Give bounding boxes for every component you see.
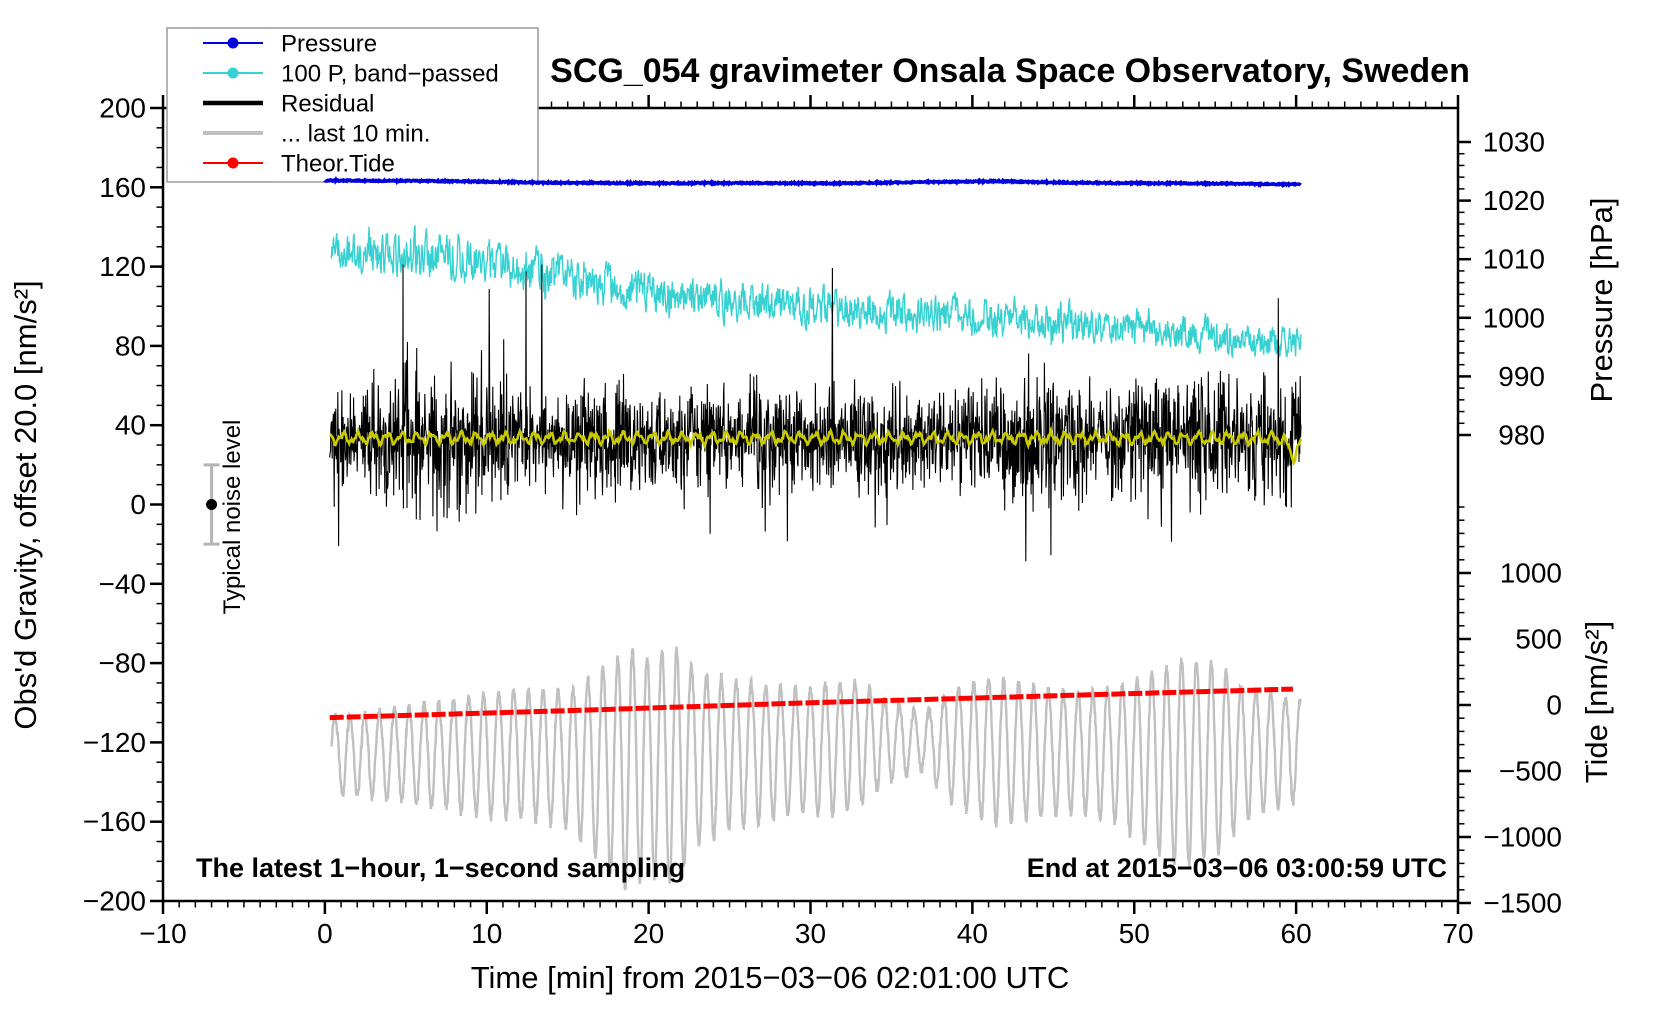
y-axis-pressure-title: Pressure [hPa] [1584,197,1619,402]
y-pressure-tick-label: 980 [1498,420,1545,451]
x-tick-label: −10 [139,918,187,949]
y-tide-tick-label: −500 [1499,756,1562,787]
y-left-tick-label: −80 [99,648,147,679]
legend-item-last10: ... last 10 min. [203,121,430,148]
y-axis-left-title: Obs'd Gravity, offset 20.0 [nm/s²] [8,280,43,729]
x-tick-label: 0 [317,918,333,949]
pressure-series-layer [323,176,1302,189]
end-time-note: End at 2015−03−06 03:00:59 UTC [1027,853,1447,883]
x-tick-label: 70 [1442,918,1473,949]
legend-label-last10: ... last 10 min. [281,121,430,148]
y-tide-tick-label: −1000 [1483,822,1562,853]
y-pressure-tick-label: 990 [1498,361,1545,392]
legend-item-tide: Theor.Tide [203,151,395,178]
legend-label-residual: Residual [281,91,374,118]
x-tick-label: 10 [471,918,502,949]
data-series [329,225,1303,891]
legend-item-pressure_bp: 100 P, band−passed [203,61,499,88]
x-tick-label: 40 [957,918,988,949]
y-tide-tick-label: 0 [1546,690,1562,721]
y-left-tick-label: 200 [99,93,146,124]
axis-tick-labels: −10 0 10 20 30 40 50 60 70−200−160−120−80−400408… [83,93,1562,950]
y-pressure-tick-label: 1010 [1483,244,1545,275]
legend-rows: Pressure 100 P, band−passed Residual ... la… [203,31,499,178]
x-axis-title: Time [min] from 2015−03−06 02:01:00 UTC [471,960,1070,995]
y-pressure-tick-label: 1000 [1483,302,1545,333]
y-left-tick-label: −40 [99,568,147,599]
y-left-tick-label: 160 [99,172,146,203]
y-axis-tide-title: Tide [nm/s²] [1579,621,1614,784]
noise-dot [206,499,218,510]
y-tide-tick-label: 500 [1515,624,1562,655]
legend-item-residual: Residual [203,91,374,118]
typical-noise-level-label: Typical noise level [219,420,246,615]
chart-title: SCG_054 gravimeter Onsala Space Observat… [550,52,1470,90]
series-pressure [323,176,1302,189]
y-pressure-tick-label: 1030 [1483,127,1545,158]
series-theor-tide [329,686,1293,721]
legend-label-tide: Theor.Tide [281,151,395,178]
legend-dot-tide [227,157,239,169]
y-left-tick-label: −120 [83,727,146,758]
x-tick-label: 30 [795,918,826,949]
legend-dot-pressure [227,37,239,49]
sampling-note: The latest 1−hour, 1−second sampling [196,853,685,883]
x-tick-label: 20 [633,918,664,949]
x-tick-label: 60 [1281,918,1312,949]
legend-item-pressure: Pressure [203,31,377,58]
y-left-tick-label: 120 [99,251,146,282]
legend: Pressure 100 P, band−passed Residual ... la… [166,27,539,183]
x-tick-label: 50 [1119,918,1150,949]
series-last10 [330,646,1302,891]
legend-label-pressure: Pressure [281,31,377,58]
y-pressure-tick-label: 1020 [1483,185,1545,216]
series-residual-smoothed [329,425,1303,467]
y-left-tick-label: 80 [115,330,146,361]
y-left-tick-label: 40 [115,410,146,441]
series-pressure-bandpassed [330,225,1302,359]
y-tide-tick-label: −1500 [1483,888,1562,919]
series-residual [329,264,1302,562]
legend-label-pressure_bp: 100 P, band−passed [281,61,499,88]
y-left-tick-label: 0 [130,489,146,520]
typical-noise-marker [203,463,220,546]
y-left-tick-label: −200 [83,886,146,917]
plot-frame [161,106,1460,903]
axis-ticks [150,95,1471,914]
y-left-tick-label: −160 [83,806,146,837]
y-tide-tick-label: 1000 [1500,558,1562,589]
legend-dot-pressure_bp [227,67,239,79]
